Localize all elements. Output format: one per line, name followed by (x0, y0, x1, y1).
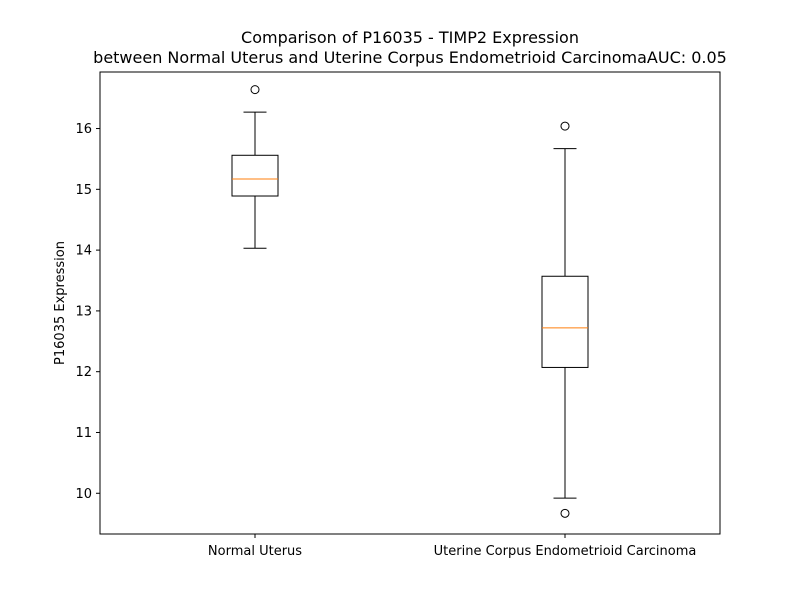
iqr-box (231, 154, 279, 197)
x-tick-label: Normal Uterus (208, 544, 302, 559)
chart-subtitle: between Normal Uterus and Uterine Corpus… (93, 48, 727, 67)
y-axis-label: P16035 Expression (53, 241, 68, 365)
y-tick-label: 15 (75, 183, 92, 198)
outlier-point (250, 85, 260, 95)
y-tick-label: 11 (75, 426, 92, 441)
x-tick-label: Uterine Corpus Endometrioid Carcinoma (434, 544, 697, 559)
y-tick-label: 10 (75, 487, 92, 502)
y-tick-label: 13 (75, 304, 92, 319)
y-tick-label: 14 (75, 244, 92, 259)
outlier-point (560, 121, 570, 131)
plot-area: 10 11 12 13 14 15 16 Normal Uterus Uterine Corpu… (75, 85, 697, 559)
axes-frame (99, 71, 721, 535)
y-tick-label: 16 (75, 122, 92, 137)
chart-title: Comparison of P16035 - TIMP2 Expression (241, 28, 579, 47)
iqr-box (541, 275, 589, 368)
y-tick-label: 12 (75, 365, 92, 380)
outlier-point (560, 508, 570, 518)
